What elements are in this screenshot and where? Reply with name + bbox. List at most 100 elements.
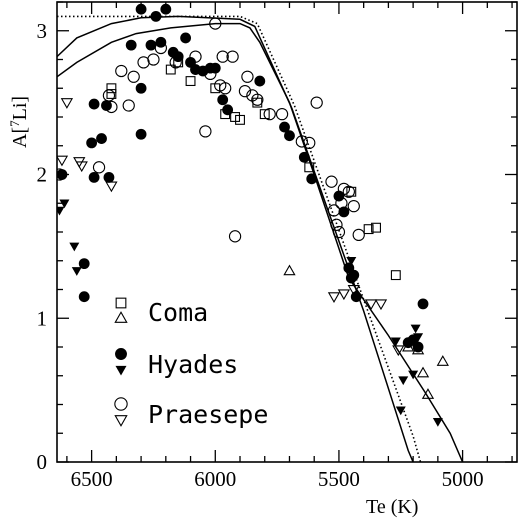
x-tick-label: 6500	[71, 467, 113, 491]
coma-open-triangle-up-point	[283, 264, 296, 276]
coma-open-square-point	[390, 270, 401, 281]
praesepe-open-circle-point	[115, 64, 128, 78]
legend-hyades-filled-triangle-down-marker	[115, 365, 127, 376]
hyades-filled-circle-point	[96, 133, 107, 144]
solid-model-curve	[57, 15, 414, 462]
y-axis-title-superscript: 7	[7, 120, 22, 127]
x-tick-label: 5000	[442, 467, 484, 491]
praesepe-open-circle-point	[228, 230, 242, 243]
praesepe-open-triangle-down-point	[337, 289, 351, 301]
praesepe-open-circle-point	[352, 228, 365, 242]
hyades-filled-triangle-down-point	[71, 267, 82, 276]
praesepe-open-circle-point	[154, 41, 168, 55]
y-tick-label: 3	[37, 19, 48, 43]
hyades-filled-triangle-down-point	[69, 242, 80, 252]
legend: Coma Hyades Praesepe	[114, 297, 268, 429]
praesepe-open-circle-point	[332, 225, 346, 239]
hyades-filled-circle-point	[254, 75, 266, 87]
y-tick-label: 1	[37, 306, 48, 330]
hyades-filled-triangle-down-point	[410, 324, 421, 334]
hyades-filled-circle-point	[88, 171, 100, 183]
model-curves	[57, 15, 464, 462]
hyades-filled-circle-point	[284, 130, 295, 142]
praesepe-open-triangle-down-point	[347, 285, 360, 296]
praesepe-open-circle-point	[263, 107, 276, 121]
axis-ticks	[57, 1, 517, 463]
hyades-filled-triangle-down-point	[57, 206, 65, 216]
praesepe-open-circle-point	[275, 107, 289, 121]
hyades-filled-triangle-down-point	[59, 199, 70, 209]
praesepe-open-circle-point	[330, 218, 343, 231]
hyades-filled-circle-point	[298, 151, 310, 163]
praesepe-open-triangle-down-point	[392, 345, 405, 357]
hyades-filled-circle-point	[103, 171, 115, 183]
hyades-filled-circle-point	[57, 169, 68, 180]
hyades-filled-triangle-down-point	[398, 376, 409, 386]
hyades-filled-circle-point	[333, 190, 345, 202]
praesepe-open-circle-point	[127, 70, 140, 83]
y-axis-title: A[7Li]	[7, 96, 32, 148]
hyades-filled-circle-point	[86, 137, 98, 149]
hyades-filled-circle-point	[78, 258, 90, 270]
legend-hyades-filled-circle-marker	[115, 348, 127, 360]
x-axis-title: Te (K)	[366, 496, 418, 518]
hyades-filled-triangle-down-point	[395, 406, 406, 416]
legend-coma-label: Coma	[148, 298, 208, 327]
hyades-filled-circle-point	[135, 82, 147, 94]
praesepe-open-circle-point	[325, 175, 338, 188]
coma-open-square-point	[259, 109, 270, 120]
hyades-filled-circle-point	[135, 128, 147, 140]
hyades-filled-circle-point	[222, 104, 234, 116]
coma-open-square-point	[235, 114, 245, 125]
praesepe-open-circle-point	[169, 56, 182, 69]
praesepe-open-circle-point	[219, 82, 232, 95]
y-tick-label: 0	[37, 450, 48, 474]
hyades-filled-circle-point	[88, 98, 100, 110]
hyades-filled-circle-point	[180, 32, 192, 44]
hyades-filled-circle-point	[160, 3, 172, 15]
hyades-filled-circle-point	[217, 94, 229, 106]
hyades-filled-triangle-down-point	[346, 257, 357, 266]
y-tick-label: 2	[37, 163, 48, 187]
praesepe-open-circle-point	[204, 67, 217, 81]
coma-open-square-point	[106, 89, 117, 99]
hyades-filled-triangle-down-point	[408, 370, 419, 380]
praesepe-open-circle-point	[251, 93, 264, 106]
praesepe-open-circle-point	[57, 168, 66, 181]
hyades-filled-circle-point	[412, 341, 424, 353]
axis-tick-labels: 0 1 2 3 6500 6000 5500 5000	[37, 19, 484, 491]
praesepe-open-circle-point	[122, 99, 135, 112]
praesepe-open-circle-point	[147, 53, 160, 66]
hyades-filled-circle-point	[279, 121, 290, 133]
praesepe-open-triangle-down-point	[364, 299, 378, 311]
plot-frame	[56, 1, 518, 463]
praesepe-open-circle-point	[199, 125, 212, 138]
dotted-model-curve	[57, 15, 422, 462]
hyades-filled-circle-point	[306, 173, 318, 185]
hyades-filled-circle-point	[348, 269, 360, 281]
praesepe-open-triangle-down-point	[75, 161, 88, 173]
coma-open-square-point	[304, 162, 315, 173]
data-points	[57, 3, 449, 427]
legend-coma-open-square-marker	[115, 297, 127, 309]
praesepe-open-triangle-down-point	[374, 299, 388, 311]
hyades-filled-triangle-down-point	[390, 337, 401, 347]
legend-praesepe-open-circle-marker	[114, 397, 128, 411]
praesepe-open-circle-point	[226, 50, 239, 63]
praesepe-open-circle-point	[102, 89, 116, 102]
legend-coma-open-triangle-up-marker	[114, 311, 128, 323]
praesepe-open-triangle-down-point	[105, 181, 118, 193]
coma-open-triangle-up-point	[421, 388, 435, 399]
hyades-filled-circle-point	[78, 291, 90, 303]
hyades-filled-triangle-down-point	[413, 333, 424, 342]
coma-open-square-point	[106, 83, 117, 94]
coma-open-square-point	[363, 224, 374, 235]
hyades-filled-circle-point	[209, 62, 221, 74]
hyades-filled-circle-point	[417, 298, 429, 310]
hyades-filled-circle-point	[145, 39, 157, 51]
hyades-filled-circle-point	[150, 10, 162, 22]
legend-praesepe-label: Praesepe	[148, 400, 268, 429]
praesepe-open-circle-point	[347, 199, 360, 213]
hyades-filled-circle-point	[125, 39, 137, 51]
